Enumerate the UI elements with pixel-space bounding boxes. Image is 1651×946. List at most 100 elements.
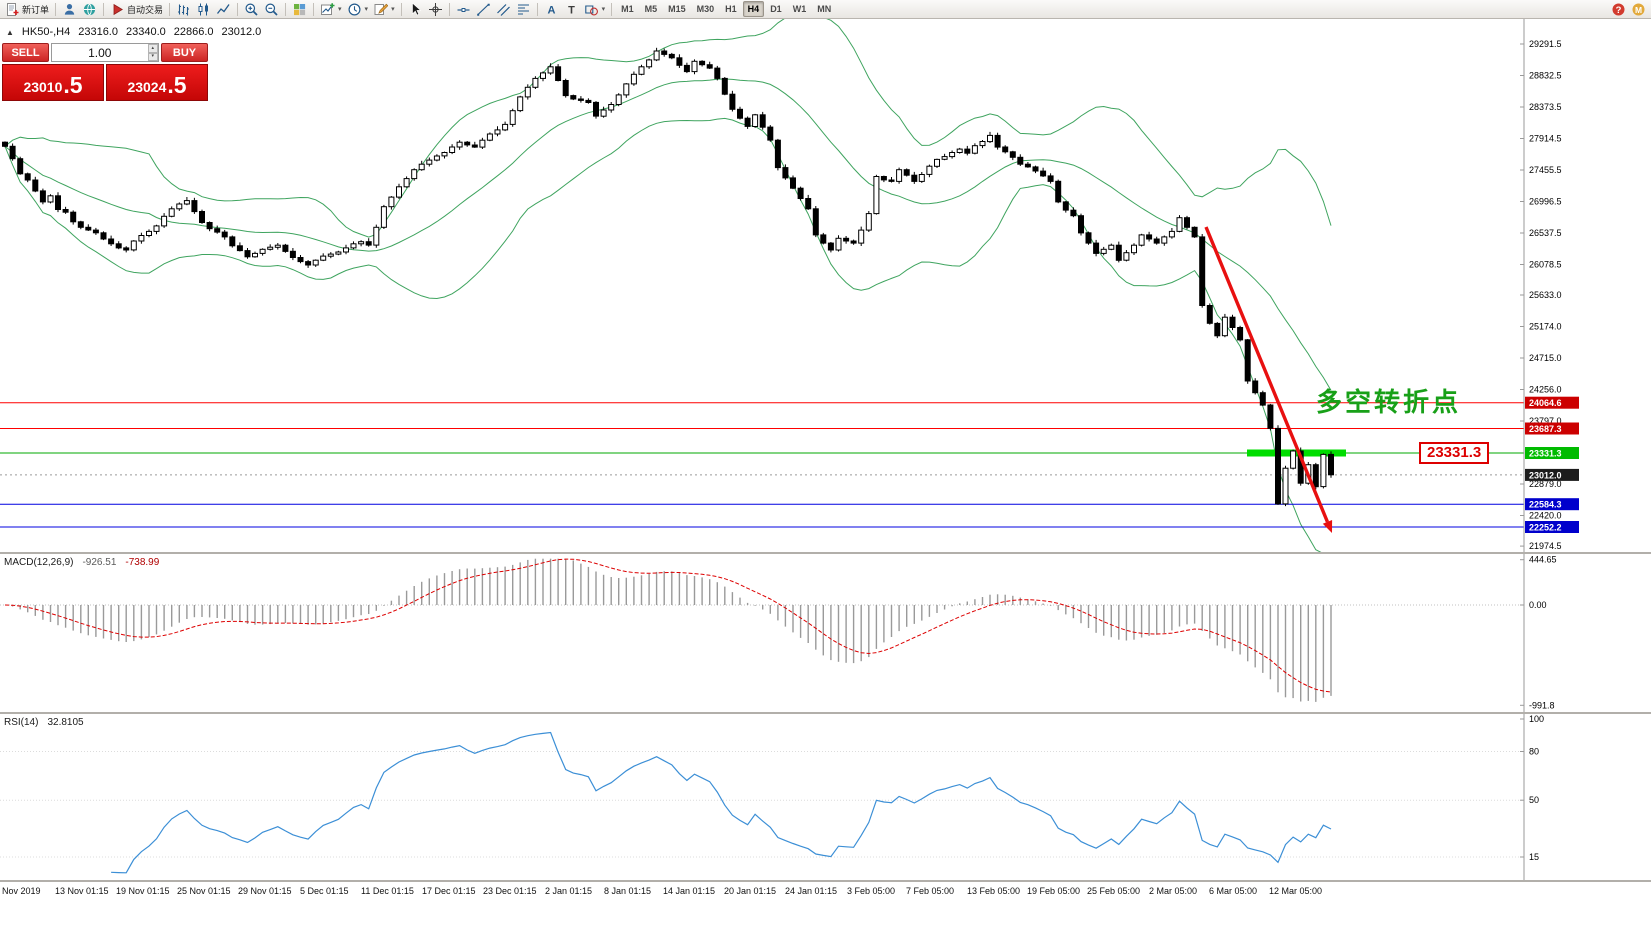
autotrade-icon: [113, 3, 123, 15]
svg-text:T: T: [568, 4, 575, 16]
volume-spinner: ▴ ▾: [147, 44, 158, 61]
text-tool-button[interactable]: A: [542, 1, 561, 18]
svg-text:22252.2: 22252.2: [1529, 523, 1562, 533]
sell-price[interactable]: 23010.5: [2, 64, 104, 101]
volume-input[interactable]: [52, 44, 148, 61]
macd-name: MACD(12,26,9): [4, 557, 74, 568]
sell-button[interactable]: SELL: [2, 43, 49, 62]
svg-text:28373.5: 28373.5: [1529, 102, 1562, 112]
macd-signal-line: [4, 558, 1332, 693]
zoom-in-button[interactable]: [242, 1, 261, 18]
rsi-panel[interactable]: 100 80 50 15 RSI(14) 32.8105: [0, 714, 1651, 882]
macd-label: MACD(12,26,9) -926.51 -738.99: [4, 557, 159, 568]
svg-text:444.65: 444.65: [1529, 555, 1557, 565]
trendline-tool-button[interactable]: [474, 1, 493, 18]
community-button[interactable]: [80, 1, 99, 18]
candle-chart-mode-button[interactable]: [194, 1, 213, 18]
svg-text:A: A: [547, 4, 555, 16]
svg-text:23012.0: 23012.0: [1529, 470, 1562, 480]
text-t-icon: T: [568, 4, 575, 16]
ohlc-high: 23340.0: [125, 26, 166, 38]
timeframe-m15-button[interactable]: M15: [663, 1, 691, 17]
chevron-down-icon: ▾: [338, 6, 342, 13]
shapes-icon: [584, 4, 598, 15]
chevron-down-icon: ▾: [364, 6, 369, 13]
svg-text:29291.5: 29291.5: [1529, 39, 1562, 49]
macd-signal-value: -738.99: [125, 557, 160, 568]
periods-button[interactable]: ▾: [345, 1, 371, 18]
svg-text:0.00: 0.00: [1529, 600, 1547, 610]
channel-tool-button[interactable]: [494, 1, 513, 18]
timeframe-h4-button[interactable]: H4: [742, 1, 765, 17]
svg-text:26537.5: 26537.5: [1529, 228, 1562, 238]
trendline-icon: [476, 3, 490, 16]
macd-panel[interactable]: 444.65 0.00 -991.8 MACD(12,26,9) -926.51 -…: [0, 554, 1651, 714]
timeframe-switcher: M1 M5 M15 M30 H1 H4 D1 W1 MN: [616, 1, 836, 17]
price-axis[interactable]: 29291.5 28832.5 28373.5 27914.5 27455.5 26996…: [1520, 19, 1579, 552]
buy-price-frac: .5: [167, 72, 187, 98]
rsi-label: RSI(14) 32.8105: [4, 717, 84, 728]
highlight-segment[interactable]: [1247, 449, 1346, 457]
horizontal-line-tool-button[interactable]: [454, 1, 473, 18]
crosshair-icon: [428, 2, 442, 16]
timeframe-m1-button[interactable]: M1: [616, 1, 639, 17]
buy-button[interactable]: BUY: [161, 43, 208, 62]
tile-windows-button[interactable]: [290, 1, 309, 18]
timeframe-m30-button[interactable]: M30: [692, 1, 720, 17]
fibonacci-tool-button[interactable]: [514, 1, 533, 18]
price-callout-label[interactable]: 23331.3: [1419, 442, 1490, 464]
line-chart-mode-button[interactable]: [214, 1, 233, 18]
time-axis-label: 20 Jan 01:15: [724, 886, 777, 896]
timeframe-mn-button[interactable]: MN: [812, 1, 836, 17]
svg-text:28832.5: 28832.5: [1529, 71, 1562, 81]
macd-canvas: 444.65 0.00 -991.8: [0, 554, 1557, 712]
price-chart-canvas[interactable]: 29291.5 28832.5 28373.5 27914.5 27455.5 26996…: [0, 19, 1651, 552]
buy-price[interactable]: 23024.5: [106, 64, 208, 101]
templates-button[interactable]: ▾: [371, 1, 397, 18]
timeframe-h1-button[interactable]: H1: [720, 1, 742, 17]
new-chart-button[interactable]: ▾: [318, 1, 344, 18]
toolbar-separator: [536, 2, 538, 16]
rsi-canvas: 100 80 50 15: [0, 714, 1544, 880]
label-tool-button[interactable]: T: [562, 1, 581, 18]
auto-trading-button[interactable]: 自动交易: [108, 1, 165, 18]
macd-axis[interactable]: 444.65 0.00 -991.8: [1520, 554, 1557, 712]
text-a-icon: A: [547, 4, 555, 16]
time-axis[interactable]: Nov 2019 13 Nov 01:15 19 Nov 01:15 25 Nov 0…: [0, 882, 1651, 904]
svg-text:?: ?: [1616, 5, 1622, 16]
svg-text:23687.3: 23687.3: [1529, 424, 1562, 434]
trend-arrow[interactable]: [1204, 226, 1333, 533]
volume-increase-button[interactable]: ▴: [147, 44, 158, 53]
zoom-out-icon: [265, 3, 278, 16]
cursor-button[interactable]: [406, 1, 425, 18]
profile-button[interactable]: [60, 1, 79, 18]
toolbar-separator: [103, 2, 105, 16]
zoom-in-icon: [245, 3, 258, 16]
help-button[interactable]: ?: [1609, 1, 1628, 18]
time-axis-label: 2 Jan 01:15: [545, 886, 593, 896]
candles-chart-icon: [198, 3, 209, 15]
svg-text:22879.0: 22879.0: [1529, 479, 1562, 489]
zoom-out-button[interactable]: [262, 1, 281, 18]
crosshair-button[interactable]: [426, 1, 445, 18]
price-chart-panel[interactable]: 29291.5 28832.5 28373.5 27914.5 27455.5 26996…: [0, 19, 1651, 554]
time-axis-label: 2 Mar 05:00: [1149, 886, 1198, 896]
timeframe-w1-button[interactable]: W1: [788, 1, 812, 17]
svg-text:23797.0: 23797.0: [1529, 416, 1562, 426]
shapes-tool-button[interactable]: ▾: [582, 1, 608, 18]
time-axis-label: 3 Feb 05:00: [847, 886, 896, 896]
timeframe-m5-button[interactable]: M5: [640, 1, 663, 17]
svg-text:100: 100: [1529, 714, 1544, 724]
sell-price-main: 23010: [23, 79, 63, 95]
new-order-button[interactable]: 新订单: [3, 1, 51, 18]
volume-decrease-button[interactable]: ▾: [147, 52, 158, 61]
svg-text:26996.5: 26996.5: [1529, 197, 1562, 207]
turning-point-annotation[interactable]: 多空转折点: [1316, 387, 1462, 417]
rsi-axis[interactable]: 100 80 50 15: [1520, 714, 1544, 880]
svg-text:15: 15: [1529, 852, 1539, 862]
new-chart-icon: [321, 2, 335, 15]
svg-text:80: 80: [1529, 747, 1539, 757]
bar-chart-mode-button[interactable]: [174, 1, 193, 18]
timeframe-d1-button[interactable]: D1: [765, 1, 787, 17]
mql-community-button[interactable]: M: [1629, 1, 1648, 18]
